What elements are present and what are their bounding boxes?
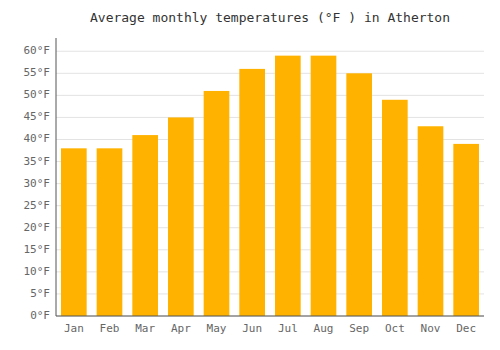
x-tick-label: Dec — [456, 322, 476, 335]
bar — [346, 73, 372, 316]
bar — [61, 148, 87, 316]
grid-line — [56, 117, 484, 118]
bar — [311, 56, 337, 316]
bar — [239, 69, 265, 316]
chart-container: 0°F 5°F 10°F 15°F 20°F 25°F 30°F 35°F 40°F 45°F 50… — [0, 0, 500, 350]
y-tick-label: 55°F — [24, 66, 51, 79]
bar — [382, 100, 408, 316]
y-axis-line — [56, 38, 57, 316]
y-tick-label: 40°F — [24, 132, 51, 145]
x-tick-label: Oct — [385, 322, 405, 335]
grid-line — [56, 95, 484, 96]
x-tick-label: Aug — [314, 322, 334, 335]
bar — [132, 135, 158, 316]
x-tick-label: Jul — [278, 322, 298, 335]
bar — [418, 126, 444, 316]
y-tick-label: 5°F — [30, 287, 50, 300]
y-tick-label: 35°F — [24, 155, 51, 168]
bar — [168, 117, 194, 316]
bar — [204, 91, 230, 316]
y-tick-label: 15°F — [24, 243, 51, 256]
grid — [56, 51, 484, 316]
bar — [275, 56, 301, 316]
y-tick-label: 50°F — [24, 88, 51, 101]
x-tick-label: Feb — [100, 322, 120, 335]
x-tick-label: Nov — [421, 322, 441, 335]
x-tick-label: Sep — [349, 322, 369, 335]
y-tick-label: 60°F — [24, 44, 51, 57]
x-tick-label: Jun — [242, 322, 262, 335]
chart-svg: 0°F 5°F 10°F 15°F 20°F 25°F 30°F 35°F 40°F 45°F 50… — [0, 0, 500, 350]
grid-line — [56, 73, 484, 74]
bar — [97, 148, 123, 316]
bar — [453, 144, 479, 316]
y-tick-label: 25°F — [24, 199, 51, 212]
x-tick-label: Jan — [64, 322, 84, 335]
grid-line — [56, 316, 484, 317]
x-axis-ticks: Jan Feb Mar Apr May Jun Jul Aug Sep Oct Nov Dec — [64, 322, 476, 335]
bars — [61, 56, 479, 316]
x-axis-line — [56, 316, 484, 317]
x-tick-label: Mar — [135, 322, 155, 335]
y-axis-ticks: 0°F 5°F 10°F 15°F 20°F 25°F 30°F 35°F 40°F 45°F 50… — [24, 44, 51, 322]
y-tick-label: 0°F — [30, 309, 50, 322]
y-tick-label: 10°F — [24, 265, 51, 278]
grid-line — [56, 51, 484, 52]
title: Average monthly temperatures (°F ) in At… — [90, 10, 450, 25]
axes — [56, 38, 484, 316]
y-tick-label: 30°F — [24, 177, 51, 190]
x-tick-label: Apr — [171, 322, 191, 335]
x-tick-label: May — [207, 322, 227, 335]
y-tick-label: 45°F — [24, 110, 51, 123]
y-tick-label: 20°F — [24, 221, 51, 234]
